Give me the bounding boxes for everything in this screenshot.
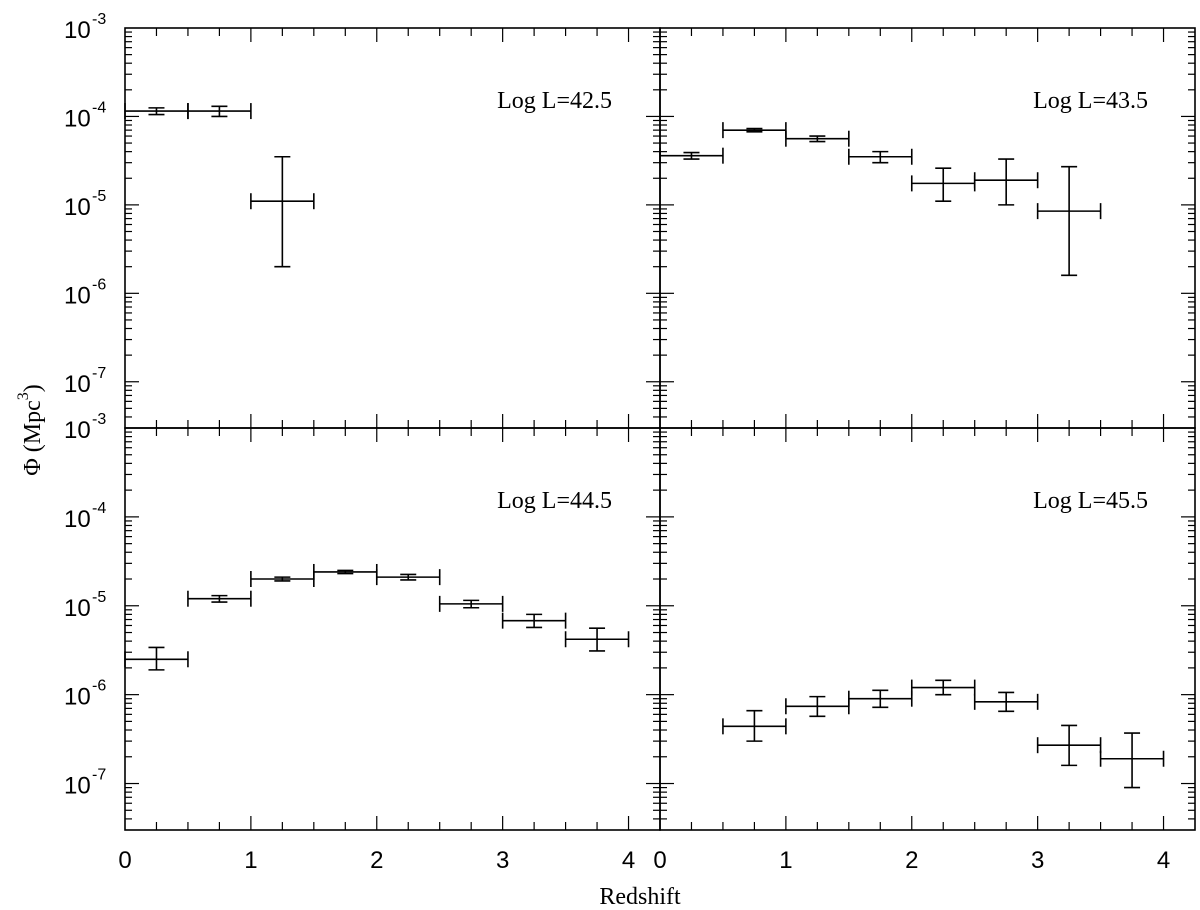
data-point: [501, 612, 567, 629]
panel-2: Log L=43.5: [659, 27, 1196, 429]
y-tick-exponent: -3: [92, 11, 106, 28]
panel-label: Log L=42.5: [497, 88, 612, 114]
panel-label: Log L=44.5: [497, 488, 612, 514]
y-axis-title-close: ): [20, 384, 46, 392]
x-tick-label: 0: [653, 847, 666, 874]
panel-label: Log L=45.5: [1033, 488, 1148, 514]
y-tick-exponent: -4: [92, 99, 106, 116]
data-point: [124, 646, 189, 671]
y-tick-label: 10: [64, 282, 91, 309]
y-tick-label: 10: [64, 371, 91, 398]
y-tick-exponent: -7: [92, 365, 106, 382]
data-point: [187, 590, 252, 607]
y-axis-title-main: Φ (Mpc: [20, 400, 46, 476]
x-tick-label: 4: [622, 847, 635, 874]
data-point: [785, 130, 850, 147]
y-tick-exponent: -5: [92, 589, 106, 606]
data-point: [973, 158, 1039, 206]
data-point: [848, 689, 913, 709]
data-point: [187, 103, 252, 120]
data-point: [375, 569, 441, 586]
panel-label: Log L=43.5: [1033, 88, 1148, 114]
y-axis-title-sup: 3: [15, 392, 32, 400]
data-point: [659, 147, 724, 164]
x-tick-label: 2: [370, 847, 383, 874]
x-tick-label: 4: [1157, 847, 1170, 874]
y-tick-label: 10: [64, 17, 91, 44]
data-point: [1036, 724, 1102, 767]
panel-frame: [659, 427, 1196, 831]
panel-4: 0 1 2 3 4 Log L=45.5: [653, 427, 1196, 874]
y-tick-label: 10: [64, 417, 91, 444]
data-point: [1036, 165, 1102, 277]
y-tick-exponent: -4: [92, 500, 106, 517]
data-point: [785, 695, 850, 718]
x-tick-label: 3: [1031, 847, 1044, 874]
data-point: [438, 595, 504, 612]
x-tick-label: 1: [244, 847, 257, 874]
y-tick-exponent: -6: [92, 678, 106, 695]
y-tick-exponent: -5: [92, 188, 106, 205]
data-point: [1099, 732, 1165, 789]
x-tick-label: 1: [779, 847, 792, 874]
data-point: [250, 155, 315, 268]
x-tick-label: 2: [905, 847, 918, 874]
axis-labels: Φ (Mpc3) Redshift: [15, 384, 681, 910]
data-point: [910, 679, 976, 696]
x-tick-label: 0: [118, 847, 131, 874]
data-point: [722, 122, 787, 139]
y-tick-label: 10: [64, 194, 91, 221]
y-tick-label: 10: [64, 684, 91, 711]
y-tick-label: 10: [64, 773, 91, 800]
y-tick-exponent: -7: [92, 767, 106, 784]
data-point: [848, 148, 913, 165]
data-point: [250, 571, 315, 588]
y-tick-label: 10: [64, 506, 91, 533]
y-tick-exponent: -3: [92, 411, 106, 428]
data-point: [910, 167, 976, 203]
x-axis-title: Redshift: [599, 884, 681, 910]
y-tick-exponent: -6: [92, 276, 106, 293]
y-tick-label: 10: [64, 595, 91, 622]
y-axis-title: Φ (Mpc3): [15, 384, 46, 476]
data-point: [564, 627, 630, 652]
data-point: [722, 709, 787, 742]
x-tick-label: 3: [496, 847, 509, 874]
data-point: [313, 563, 378, 580]
data-point: [973, 691, 1039, 713]
y-tick-label: 10: [64, 105, 91, 132]
